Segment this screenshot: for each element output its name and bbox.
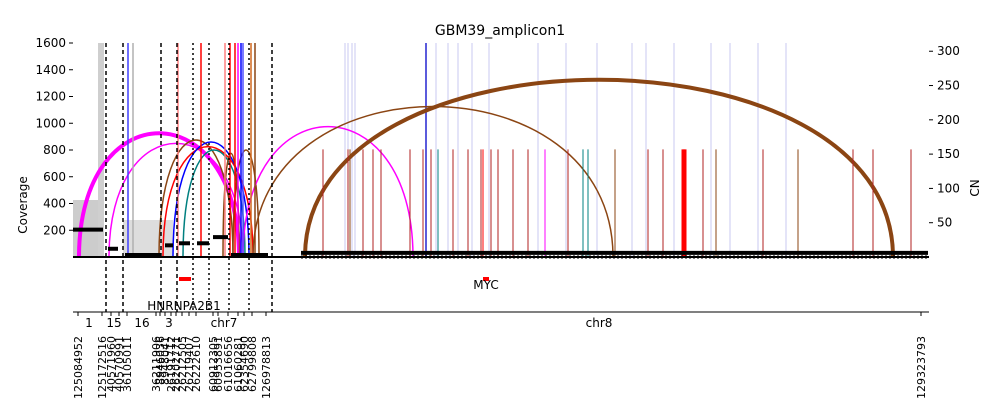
coverage-spike xyxy=(98,43,104,257)
gene-label-myc: MYC xyxy=(473,278,498,292)
y-tick-label-right: 300 xyxy=(937,44,960,58)
y-tick-label-right: 50 xyxy=(937,216,952,230)
position-label: 125084952 xyxy=(72,336,85,399)
chrom-label-chr7: chr7 xyxy=(211,316,238,330)
y-tick-label-right: 250 xyxy=(937,79,960,93)
chrom-label-chr8: chr8 xyxy=(586,316,613,330)
position-label: 26222610 xyxy=(190,336,203,392)
position-labels: 125084952 1251725164057196040570991361050… xyxy=(72,336,928,399)
y-tick-label-right: 200 xyxy=(937,113,960,127)
position-label: 62799808 xyxy=(246,336,259,392)
gene-label-hnrnpa2b1: HNRNPA2B1 xyxy=(147,299,221,313)
coverage-block xyxy=(123,220,173,257)
y-tick-label-left: 200 xyxy=(43,223,66,237)
y-axis-label-left: Coverage xyxy=(16,176,30,234)
y-tick-label-left: 800 xyxy=(43,143,66,157)
y-tick-label-left: 600 xyxy=(43,170,66,184)
segment-layer xyxy=(73,43,928,281)
chart-title: GBM39_amplicon1 xyxy=(435,23,565,39)
chrom-label-3: 3 xyxy=(165,316,173,330)
y-tick-label-left: 1600 xyxy=(35,36,66,50)
y-tick-label-right: 100 xyxy=(937,181,960,195)
position-label: 129323793 xyxy=(915,336,928,399)
gene-marker-hnrnpa2b1 xyxy=(179,277,191,281)
position-label: 126978813 xyxy=(260,336,273,399)
position-label: 36105011 xyxy=(121,336,134,392)
y-tick-label-left: 1200 xyxy=(35,90,66,104)
y-axis-label-right: CN xyxy=(968,179,982,196)
chrom-label-16: 16 xyxy=(134,316,149,330)
y-tick-label-right: 150 xyxy=(937,147,960,161)
y-tick-label-left: 1400 xyxy=(35,63,66,77)
chrom-label-1: 1 xyxy=(85,316,93,330)
y-tick-label-left: 400 xyxy=(43,197,66,211)
chrom-label-15: 15 xyxy=(106,316,121,330)
y-tick-label-left: 1000 xyxy=(35,116,66,130)
